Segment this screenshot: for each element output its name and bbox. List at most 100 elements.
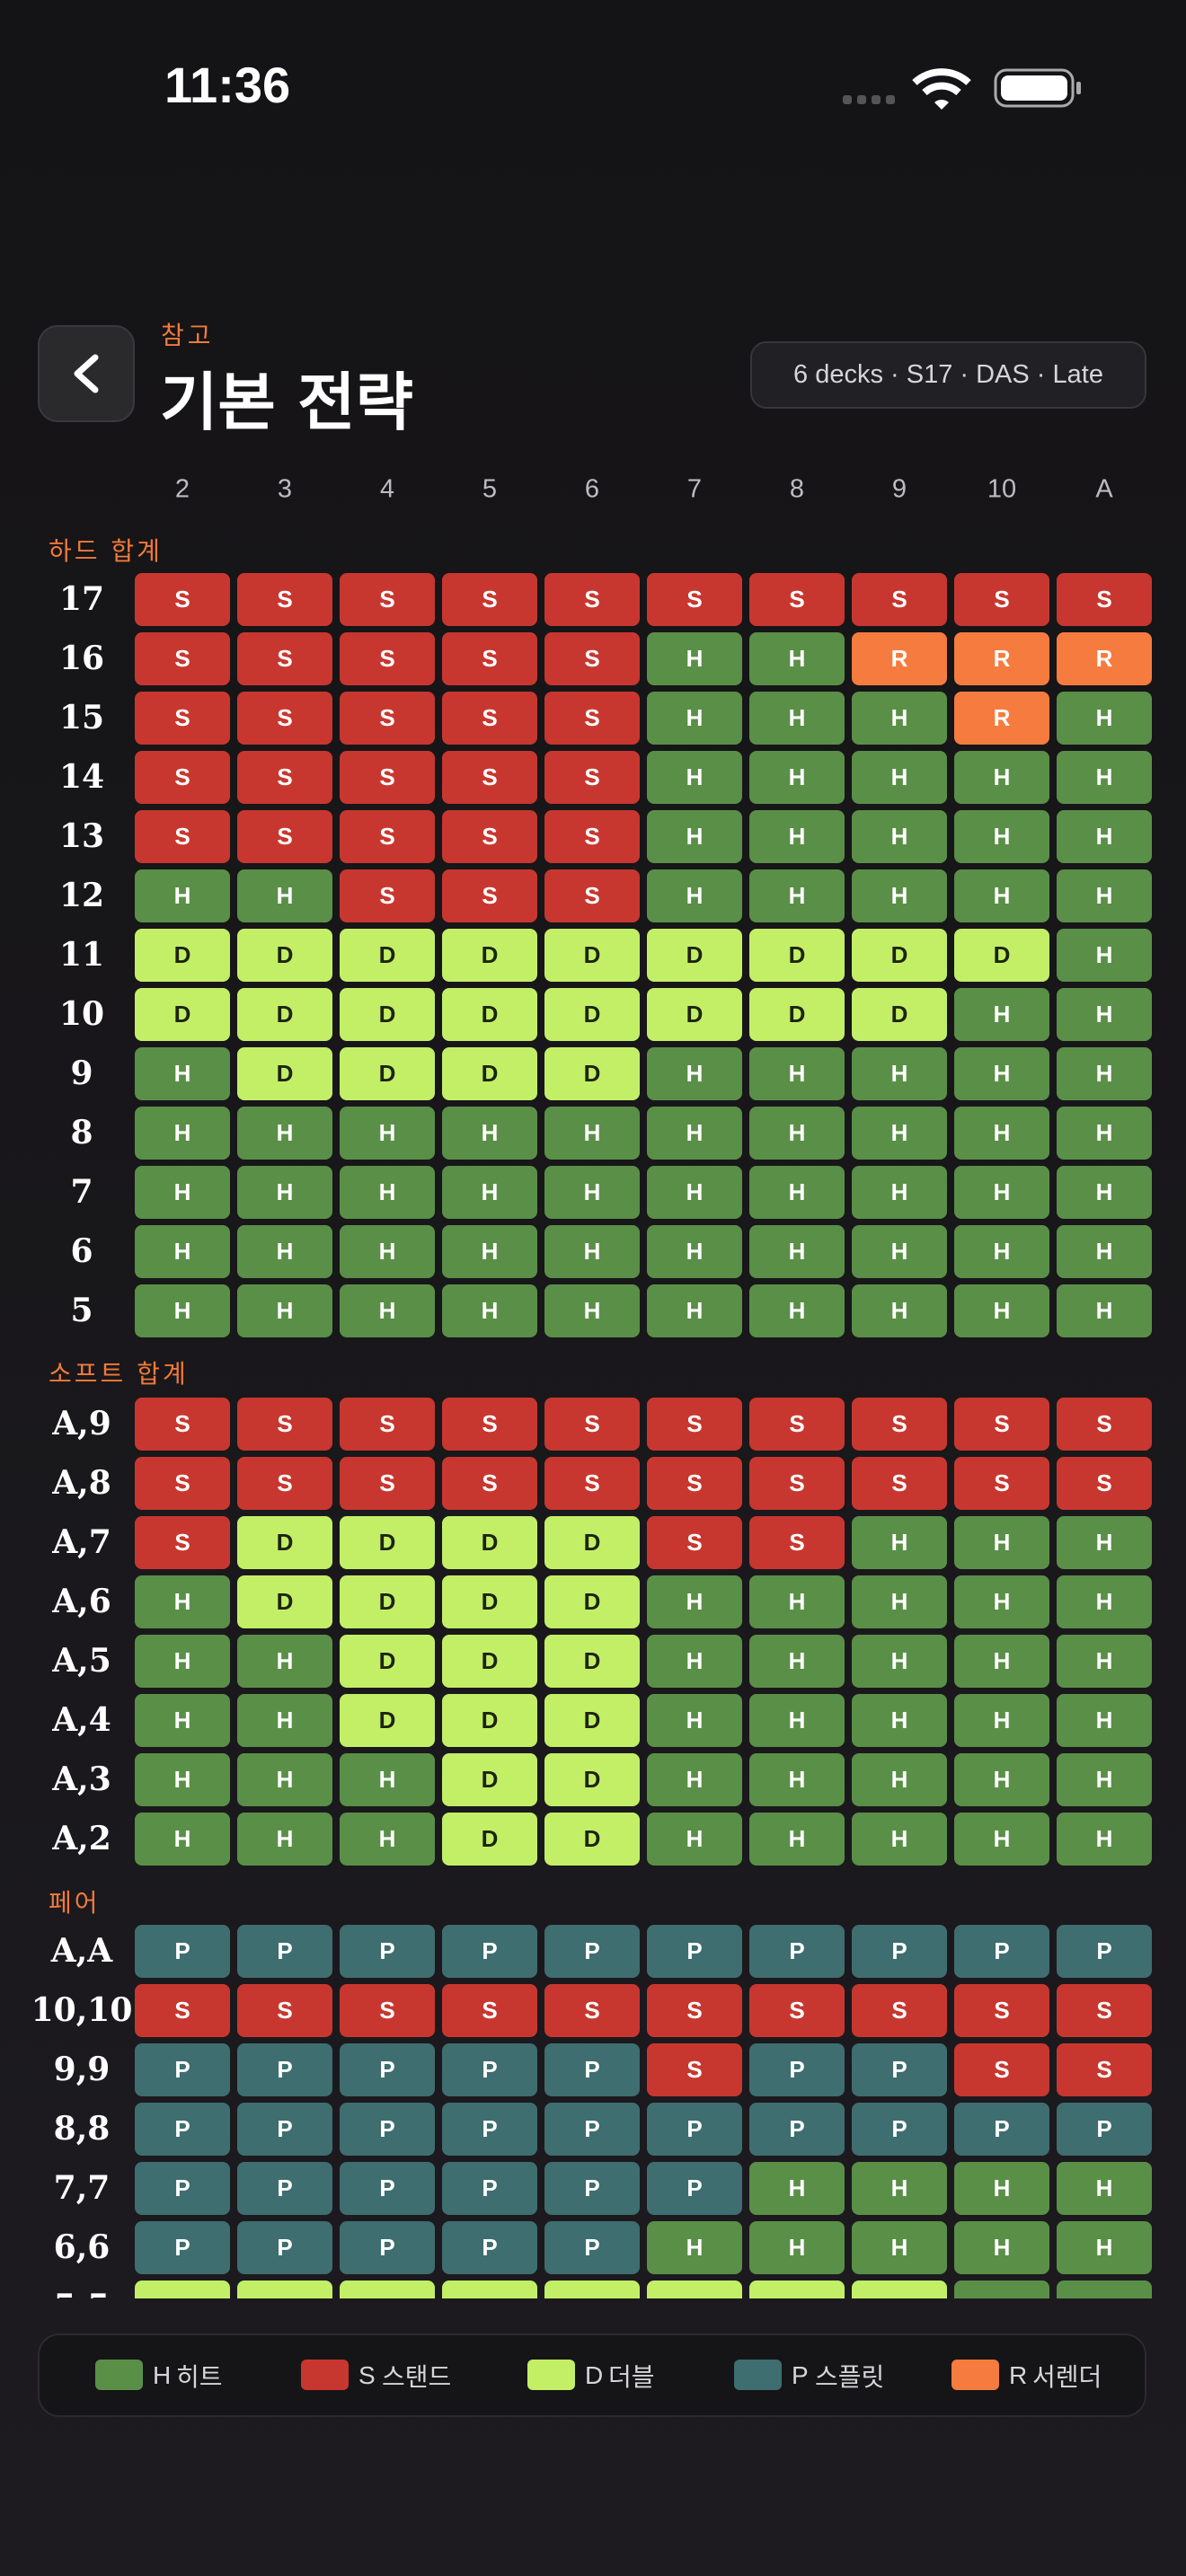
status-icons	[843, 68, 1081, 110]
strategy-cell: H	[442, 1284, 537, 1337]
strategy-cell: S	[749, 1983, 845, 2037]
strategy-cell: S	[442, 631, 537, 685]
strategy-cell: H	[954, 1693, 1049, 1747]
strategy-cell: D	[544, 928, 640, 982]
strategy-cell: S	[442, 809, 537, 863]
strategy-cell: P	[1057, 1924, 1152, 1978]
strategy-cell: P	[340, 2220, 435, 2274]
strategy-cell: S	[340, 1397, 435, 1451]
strategy-cell: H	[1057, 2280, 1152, 2298]
strategy-cell: S	[1057, 1983, 1152, 2037]
back-icon	[74, 354, 99, 393]
strategy-cell: H	[1057, 1575, 1152, 1628]
strategy-cell: H	[749, 809, 845, 863]
strategy-cell: H	[1057, 809, 1152, 863]
strategy-cell: S	[237, 631, 332, 685]
strategy-cell: H	[852, 1284, 947, 1337]
strategy-cell: H	[852, 809, 947, 863]
legend-key: S	[358, 2361, 376, 2389]
legend-swatch	[951, 2360, 999, 2390]
strategy-cell: D	[442, 1634, 537, 1688]
strategy-cell: H	[237, 1634, 332, 1688]
row-label: 9,9	[53, 2051, 111, 2088]
legend-label: 히트	[176, 2363, 223, 2391]
rules-badge[interactable]: 6 decks · S17 · DAS · Late	[750, 341, 1146, 409]
strategy-cell: S	[237, 572, 332, 626]
strategy-cell: H	[647, 1106, 742, 1160]
strategy-cell: H	[647, 869, 742, 922]
strategy-cell: D	[442, 1812, 537, 1866]
strategy-cell: S	[1057, 1397, 1152, 1451]
strategy-cell: D	[852, 928, 947, 982]
strategy-cell: D	[544, 1752, 640, 1806]
strategy-cell: D	[749, 987, 845, 1041]
strategy-cell: S	[749, 1456, 845, 1510]
strategy-cell: H	[340, 1284, 435, 1337]
row-label: A,5	[52, 1642, 111, 1680]
strategy-cell: S	[135, 750, 230, 804]
strategy-cell: P	[135, 2102, 230, 2156]
legend-label: 스탠드	[382, 2363, 452, 2391]
row-label: A,2	[52, 1820, 111, 1857]
strategy-cell: P	[135, 1924, 230, 1978]
strategy-cell: H	[1057, 1284, 1152, 1337]
strategy-cell: S	[135, 809, 230, 863]
strategy-cell: P	[442, 2220, 537, 2274]
strategy-cell: D	[135, 928, 230, 982]
strategy-cell: D	[135, 2280, 230, 2298]
strategy-cell: S	[544, 691, 640, 745]
strategy-cell: S	[1057, 1456, 1152, 1510]
strategy-cell: S	[749, 572, 845, 626]
strategy-cell: H	[442, 1224, 537, 1278]
strategy-cell: H	[749, 750, 845, 804]
strategy-cell: S	[544, 869, 640, 922]
strategy-cell: H	[749, 2220, 845, 2274]
strategy-cell: P	[647, 2161, 742, 2215]
strategy-cell: S	[340, 631, 435, 685]
strategy-cell: H	[954, 1575, 1049, 1628]
strategy-cell: D	[647, 2280, 742, 2298]
strategy-cell: S	[340, 1456, 435, 1510]
strategy-cell: H	[749, 1634, 845, 1688]
strategy-cell: S	[135, 1515, 230, 1569]
row-label: 11	[58, 936, 105, 974]
strategy-cell: H	[1057, 2161, 1152, 2215]
strategy-cell: H	[749, 1046, 845, 1100]
strategy-cell: D	[340, 987, 435, 1041]
strategy-cell: H	[647, 1634, 742, 1688]
strategy-cell: H	[1057, 1224, 1152, 1278]
strategy-cell: D	[544, 987, 640, 1041]
strategy-cell: S	[1057, 572, 1152, 626]
strategy-cell: D	[544, 1812, 640, 1866]
strategy-cell: D	[442, 928, 537, 982]
strategy-cell: H	[852, 1515, 947, 1569]
strategy-cell: D	[237, 1575, 332, 1628]
strategy-cell: D	[340, 1046, 435, 1100]
strategy-cell: H	[237, 1752, 332, 1806]
strategy-cell: S	[135, 691, 230, 745]
strategy-cell: H	[749, 1752, 845, 1806]
strategy-cell: D	[544, 1634, 640, 1688]
strategy-cell: H	[852, 1046, 947, 1100]
strategy-cell: S	[135, 572, 230, 626]
strategy-cell: S	[340, 572, 435, 626]
strategy-cell: H	[647, 1165, 742, 1219]
row-label: 13	[58, 817, 105, 855]
strategy-cell: S	[954, 1397, 1049, 1451]
strategy-cell: D	[340, 1693, 435, 1747]
legend: H 히트 S 스탠드 D 더블 P 스플릿 R 서렌더	[38, 2333, 1146, 2417]
strategy-cell: H	[544, 1106, 640, 1160]
strategy-cell: S	[442, 1983, 537, 2037]
back-button[interactable]	[38, 325, 135, 422]
column-header: 3	[277, 474, 293, 504]
strategy-cell: P	[647, 2102, 742, 2156]
strategy-cell: H	[954, 2220, 1049, 2274]
strategy-cell: S	[544, 572, 640, 626]
column-header: 4	[379, 474, 395, 504]
strategy-cell: H	[749, 1106, 845, 1160]
column-header: 2	[174, 474, 190, 504]
strategy-cell: S	[647, 1456, 742, 1510]
strategy-cell: H	[852, 2220, 947, 2274]
row-label: 7,7	[53, 2169, 111, 2207]
